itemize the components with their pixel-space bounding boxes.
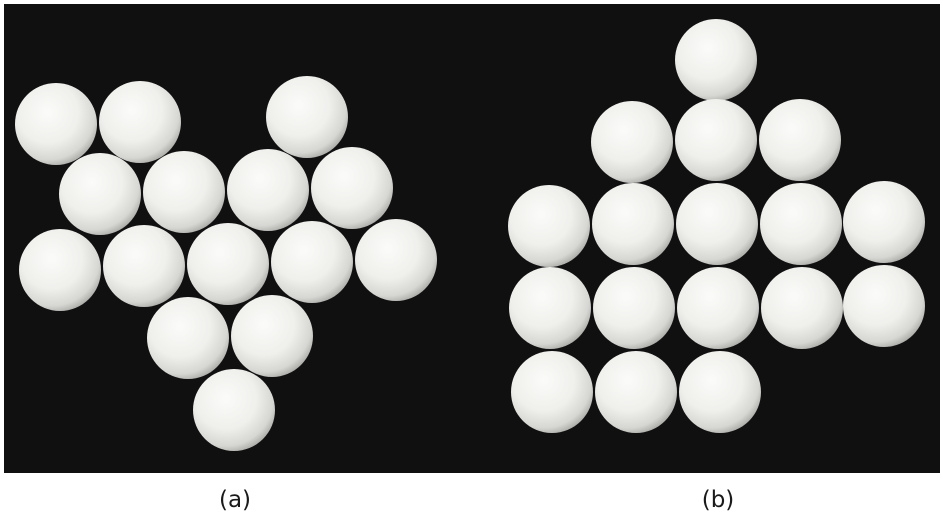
panel-b-sphere-2 bbox=[591, 101, 673, 183]
panel-a-sphere-12 bbox=[355, 219, 437, 301]
panel-b-sphere-14 bbox=[843, 265, 925, 347]
panel-b-sphere-12 bbox=[677, 267, 759, 349]
panel-a-sphere-14 bbox=[231, 295, 313, 377]
panel-b-sphere-1 bbox=[675, 19, 757, 101]
panel-a-sphere-8 bbox=[19, 229, 101, 311]
panel-b-sphere-13 bbox=[761, 267, 843, 349]
panel-b-sphere-5 bbox=[508, 185, 590, 267]
panel-a-sphere-13 bbox=[147, 297, 229, 379]
panel-a-sphere-5 bbox=[143, 151, 225, 233]
panel-b-sphere-7 bbox=[676, 183, 758, 265]
panel-a-spheres bbox=[15, 76, 437, 451]
panel-b-sphere-11 bbox=[593, 267, 675, 349]
panel-b-sphere-9 bbox=[843, 181, 925, 263]
panel-a-sphere-6 bbox=[227, 149, 309, 231]
panel-a-sphere-4 bbox=[59, 153, 141, 235]
panel-b-sphere-3 bbox=[675, 99, 757, 181]
spheres-photo-svg bbox=[4, 4, 940, 473]
panel-a-sphere-1 bbox=[15, 83, 97, 165]
panel-a-sphere-2 bbox=[99, 81, 181, 163]
panel-a-sphere-3 bbox=[266, 76, 348, 158]
photograph bbox=[4, 4, 940, 473]
caption-panel-a: (a) bbox=[218, 487, 252, 513]
panel-a-sphere-9 bbox=[103, 225, 185, 307]
panel-a-sphere-10 bbox=[187, 223, 269, 305]
caption-panel-b: (b) bbox=[701, 487, 735, 513]
panel-b-sphere-8 bbox=[760, 183, 842, 265]
panel-b-spheres bbox=[508, 19, 925, 433]
panel-b-sphere-10 bbox=[509, 267, 591, 349]
panel-b-sphere-17 bbox=[679, 351, 761, 433]
panel-b-sphere-15 bbox=[511, 351, 593, 433]
panel-a-sphere-15 bbox=[193, 369, 275, 451]
panel-a-sphere-7 bbox=[311, 147, 393, 229]
panel-b-sphere-16 bbox=[595, 351, 677, 433]
panel-b-sphere-4 bbox=[759, 99, 841, 181]
panel-b-sphere-6 bbox=[592, 183, 674, 265]
panel-a-sphere-11 bbox=[271, 221, 353, 303]
